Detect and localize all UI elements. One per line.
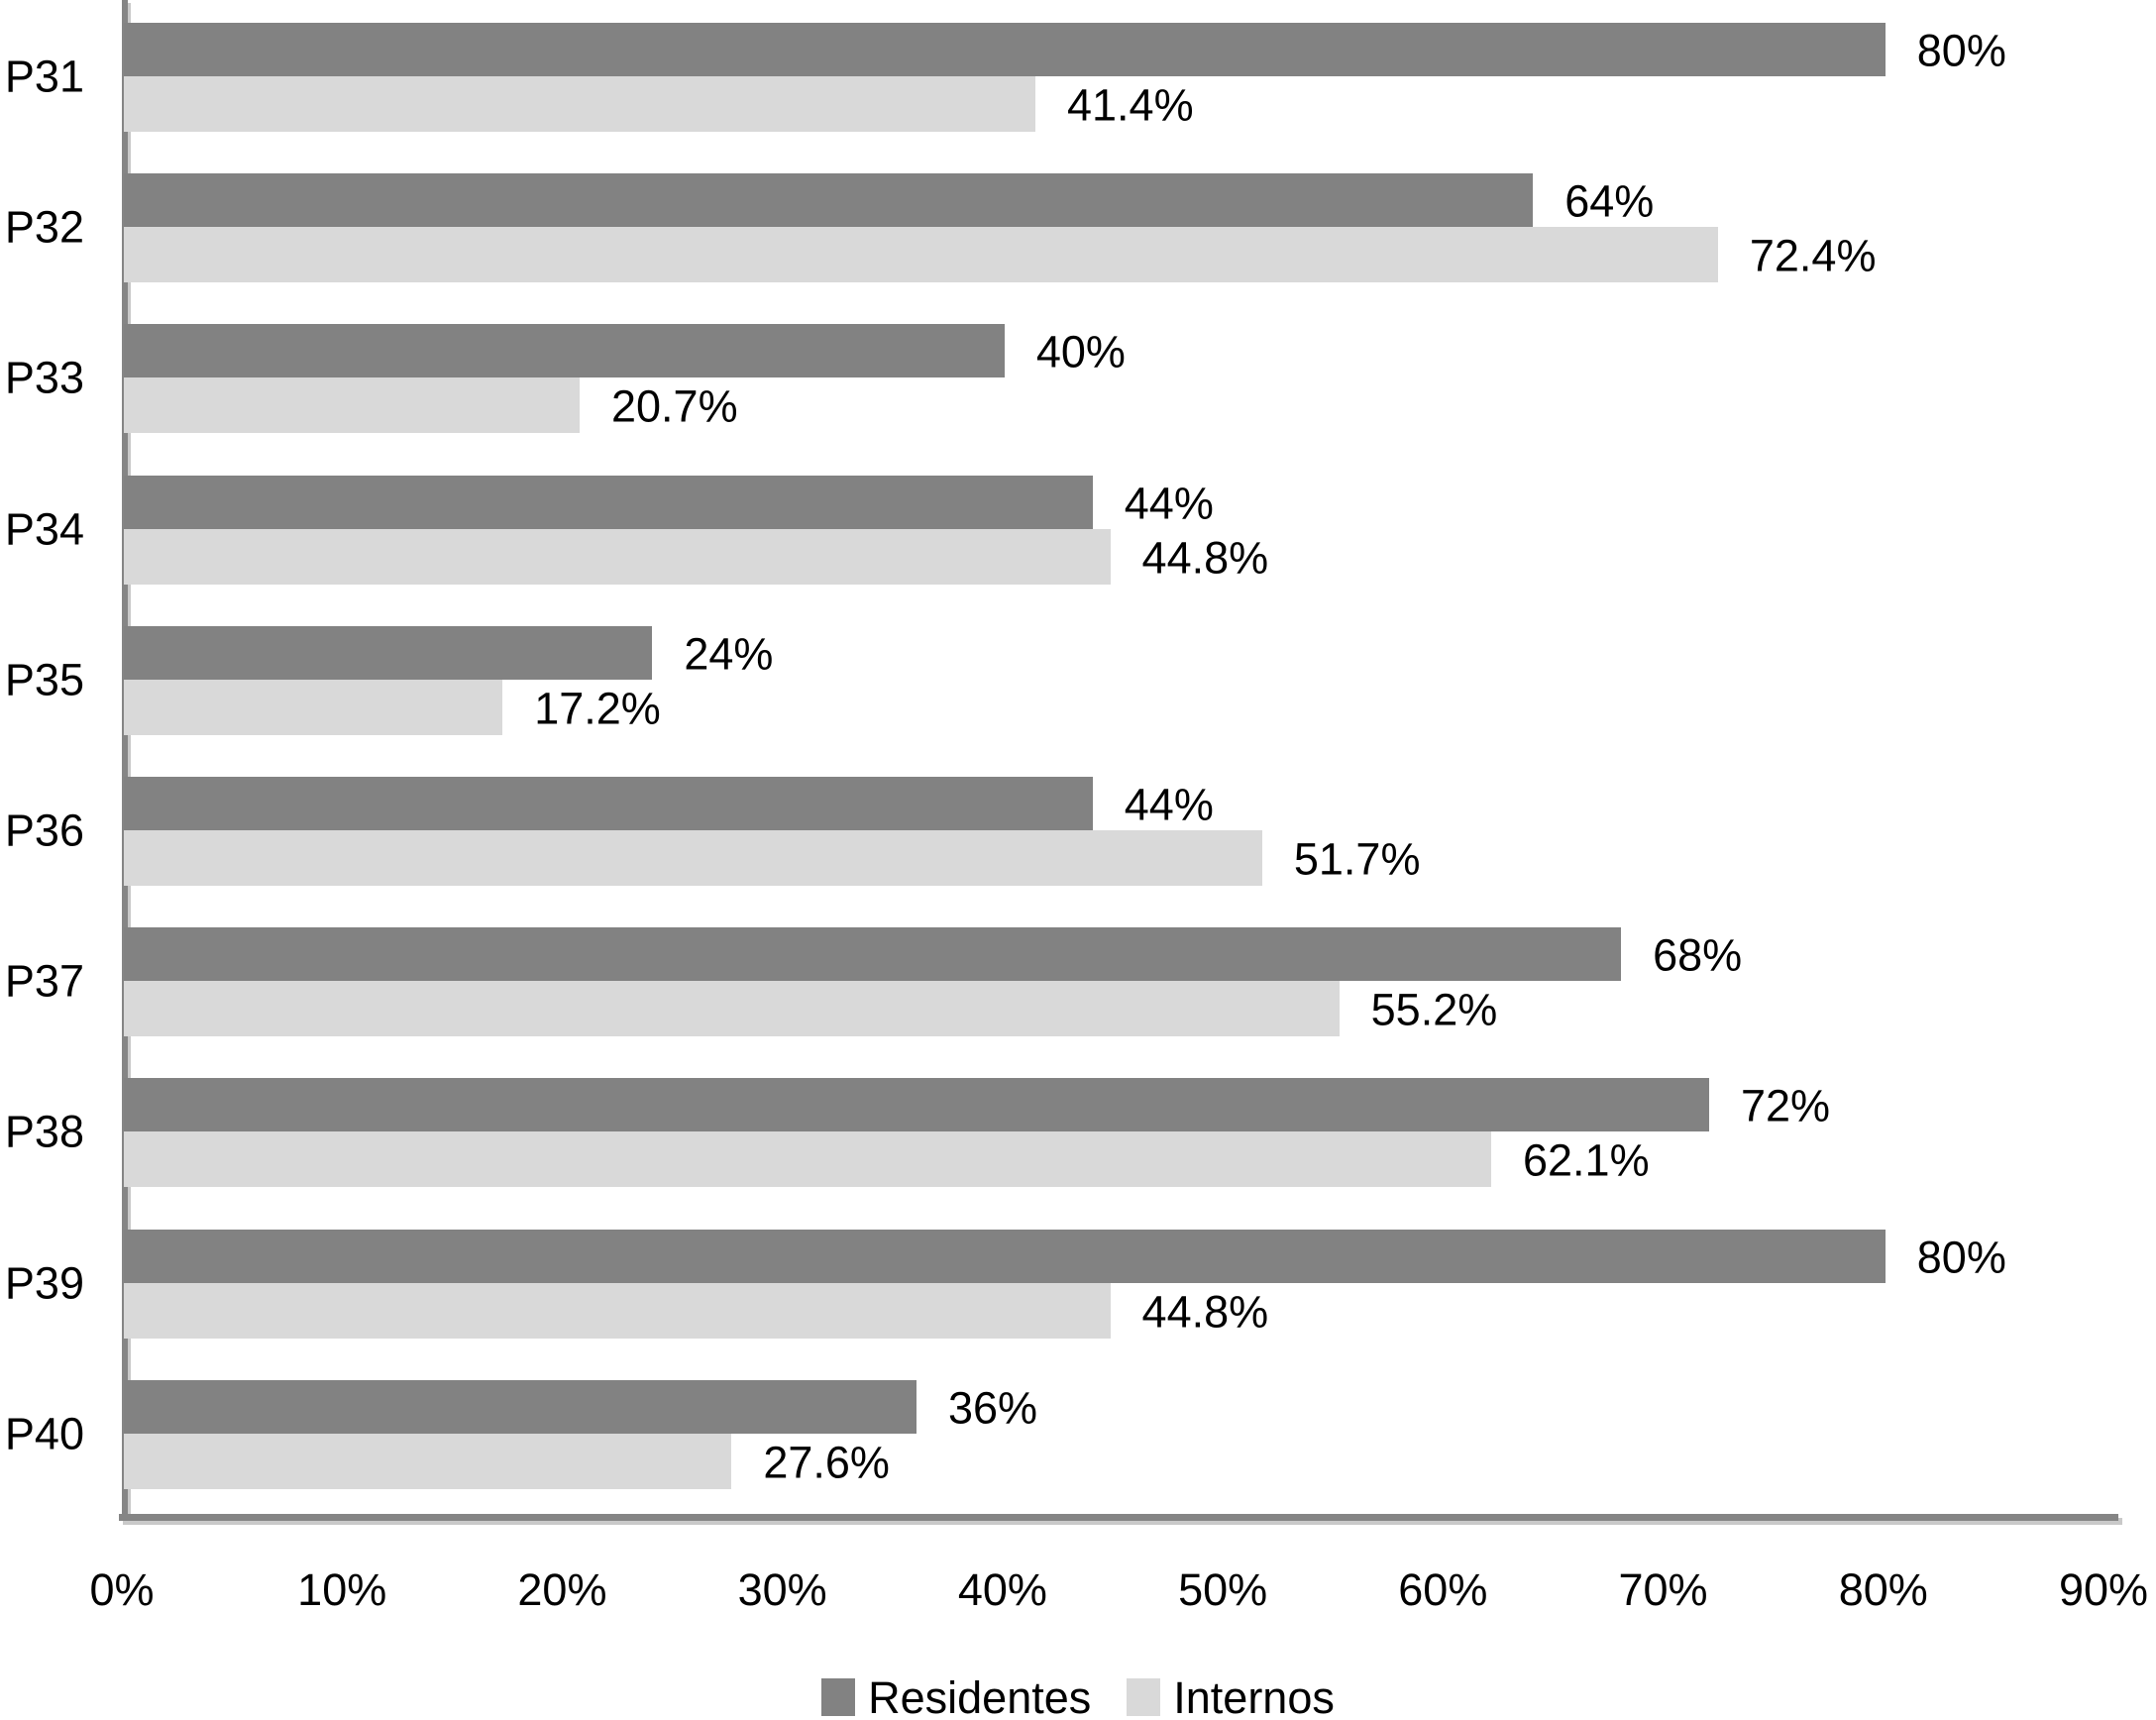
legend-swatch-internos — [1127, 1678, 1161, 1716]
legend-swatch-residentes — [821, 1678, 856, 1716]
x-axis-line — [119, 1514, 2118, 1521]
category-label-p32: P32 — [4, 201, 84, 253]
value-label-residentes-p31: 80% — [1916, 25, 2006, 76]
value-label-internos-p36: 51.7% — [1293, 833, 1421, 885]
bar-residentes-p31 — [124, 23, 1886, 76]
bar-residentes-p39 — [124, 1229, 1886, 1283]
bar-residentes-p38 — [124, 1078, 1709, 1132]
value-label-internos-p33: 20.7% — [611, 380, 738, 432]
value-label-internos-p40: 27.6% — [763, 1437, 890, 1488]
value-label-residentes-p35: 24% — [684, 628, 774, 680]
value-label-residentes-p37: 68% — [1653, 929, 1743, 981]
category-label-p35: P35 — [4, 654, 84, 705]
x-tick-50pct: 50% — [1178, 1564, 1268, 1615]
legend: Residentes Internos — [0, 1672, 2156, 1720]
bar-residentes-p35 — [124, 625, 653, 680]
x-tick-90pct: 90% — [2058, 1564, 2149, 1615]
value-label-internos-p39: 44.8% — [1141, 1286, 1269, 1338]
category-label-p36: P36 — [4, 805, 84, 856]
x-tick-70pct: 70% — [1618, 1564, 1708, 1615]
legend-label-residentes: Residentes — [868, 1671, 1092, 1720]
bar-internos-p32 — [124, 227, 1718, 283]
legend-label-internos: Internos — [1173, 1671, 1335, 1720]
x-tick-40pct: 40% — [957, 1564, 1047, 1615]
x-tick-30pct: 30% — [737, 1564, 827, 1615]
value-label-residentes-p34: 44% — [1124, 478, 1214, 529]
value-label-internos-p32: 72.4% — [1749, 230, 1877, 281]
bar-residentes-p36 — [124, 777, 1093, 830]
bar-internos-p37 — [124, 981, 1340, 1037]
bar-residentes-p34 — [124, 475, 1093, 529]
bar-internos-p36 — [124, 830, 1262, 886]
bar-residentes-p40 — [124, 1379, 916, 1434]
x-tick-10pct: 10% — [297, 1564, 387, 1615]
value-label-residentes-p39: 80% — [1916, 1232, 2006, 1283]
bar-internos-p34 — [124, 528, 1111, 585]
bar-internos-p38 — [124, 1131, 1491, 1188]
value-label-residentes-p38: 72% — [1741, 1080, 1831, 1131]
value-label-internos-p31: 41.4% — [1067, 79, 1194, 131]
value-label-internos-p34: 44.8% — [1141, 532, 1269, 584]
category-label-p38: P38 — [4, 1106, 84, 1157]
category-label-p37: P37 — [4, 955, 84, 1007]
y-axis-line — [122, 0, 128, 1520]
bar-residentes-p32 — [124, 173, 1534, 228]
value-label-internos-p37: 55.2% — [1370, 984, 1498, 1035]
bar-internos-p33 — [124, 377, 580, 434]
x-tick-80pct: 80% — [1838, 1564, 1928, 1615]
bar-residentes-p33 — [124, 324, 1005, 378]
value-label-internos-p38: 62.1% — [1523, 1134, 1650, 1186]
value-label-residentes-p40: 36% — [948, 1382, 1038, 1434]
bar-internos-p40 — [124, 1433, 732, 1489]
category-label-p34: P34 — [4, 503, 84, 555]
bar-internos-p31 — [124, 76, 1035, 132]
value-label-residentes-p32: 64% — [1564, 175, 1655, 227]
x-tick-0pct: 0% — [89, 1564, 155, 1615]
value-label-internos-p35: 17.2% — [534, 683, 661, 734]
value-label-residentes-p36: 44% — [1124, 779, 1214, 830]
bar-internos-p35 — [124, 679, 503, 735]
bar-residentes-p37 — [124, 927, 1622, 982]
category-label-p39: P39 — [4, 1257, 84, 1309]
legend-item-residentes: Residentes — [821, 1675, 1091, 1720]
legend-item-internos: Internos — [1127, 1675, 1335, 1720]
x-tick-60pct: 60% — [1398, 1564, 1488, 1615]
category-label-p31: P31 — [4, 51, 84, 102]
value-label-residentes-p33: 40% — [1035, 326, 1126, 377]
category-label-p33: P33 — [4, 352, 84, 403]
bar-internos-p39 — [124, 1282, 1111, 1339]
category-label-p40: P40 — [4, 1408, 84, 1459]
x-tick-20pct: 20% — [517, 1564, 607, 1615]
